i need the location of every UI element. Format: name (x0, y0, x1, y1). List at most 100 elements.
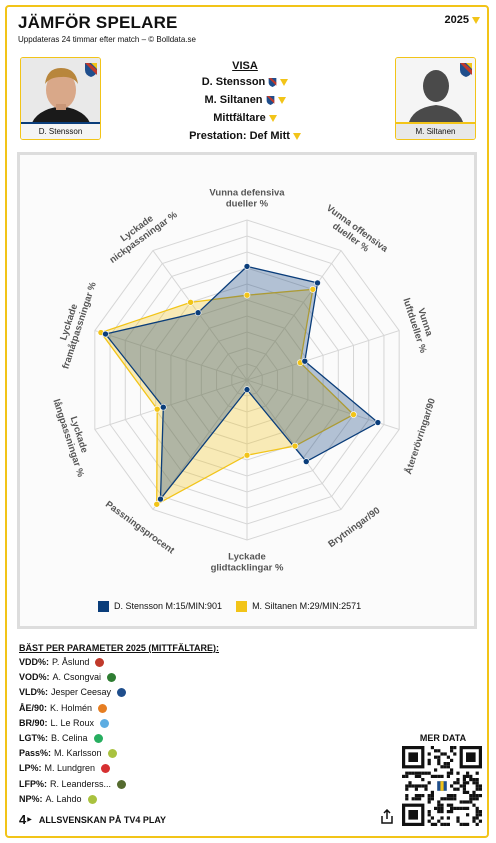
data-point[interactable] (309, 286, 317, 293)
best-row-key: Pass%: (19, 748, 52, 759)
best-row[interactable]: VLD%: Jesper Ceesay (19, 685, 127, 700)
player2-select[interactable]: M. Siltanen (140, 91, 350, 109)
data-point[interactable] (153, 500, 161, 508)
footer-link[interactable]: 4 ▶ ALLSVENSKAN PÅ TV4 PLAY (19, 812, 166, 827)
player2-name: M. Siltanen (396, 122, 475, 139)
club-badge-icon (87, 794, 97, 804)
best-row[interactable]: LFP%: R. Leanderss... (19, 777, 127, 792)
data-point[interactable] (243, 263, 251, 270)
chevron-down-icon (277, 96, 286, 104)
best-row-key: BR/90: (19, 717, 48, 728)
axis-label: Lyckadenickpassningar % (101, 200, 180, 266)
data-point[interactable] (157, 495, 164, 503)
axis-spoke (246, 250, 342, 381)
club-badge-icon (101, 764, 111, 774)
best-row-key: VLD%: (19, 687, 48, 698)
club-badge-icon (98, 703, 108, 713)
best-row-player: B. Celina (51, 732, 88, 743)
player1-name: D. Stensson (21, 122, 100, 139)
best-row-player: R. Leanderss... (50, 778, 112, 789)
axis-label: Vunna offensivadueller % (318, 203, 391, 264)
mer-data-label: MER DATA (419, 733, 467, 743)
club-badge-icon (93, 734, 103, 744)
series-area-1 (104, 265, 380, 502)
best-row[interactable]: Pass%: M. Karlsson (19, 746, 126, 761)
data-point[interactable] (243, 451, 251, 459)
best-row[interactable]: VDD%: P. Åslund (19, 655, 126, 670)
club-shield-icon (460, 63, 472, 77)
share-icon[interactable] (380, 809, 394, 825)
data-point[interactable] (314, 279, 321, 287)
player2-card[interactable]: M. Siltanen (395, 57, 476, 140)
best-row-player: Jesper Ceesay (51, 687, 112, 698)
legend-swatch-player1 (98, 601, 109, 613)
best-row-key: LFP%: (19, 778, 47, 789)
data-point[interactable] (187, 299, 194, 306)
best-row-player: P. Åslund (52, 657, 90, 667)
data-point[interactable] (291, 442, 299, 450)
data-point[interactable] (301, 357, 309, 365)
player2-select-label: M. Siltanen (204, 94, 263, 106)
best-row-player: K. Holmén (50, 702, 93, 713)
best-row-player: A. Csongvai (52, 672, 102, 683)
legend-label-player2: M. Siltanen M:29/MIN:2571 (252, 601, 362, 611)
visa-heading: VISA (232, 60, 258, 72)
data-point[interactable] (243, 386, 251, 393)
legend-item-player2: M. Siltanen M:29/MIN:2571 (236, 601, 362, 613)
play-triangle-icon: ▶ (27, 817, 32, 823)
axis-label: Passningsprocent (103, 499, 177, 557)
axis-label: Lyckade glidtacklingar % (211, 552, 284, 574)
best-row[interactable]: BR/90: L. Le Roux (19, 716, 126, 731)
best-row[interactable]: VOD%: A. Csongvai (19, 670, 126, 685)
best-row-player: L. Le Roux (50, 717, 95, 728)
season-label: 2025 (444, 14, 469, 26)
best-row-key: LGT%: (19, 732, 48, 743)
best-row[interactable]: LP%: M. Lundgren (19, 761, 126, 776)
best-row-key: VOD%: (19, 672, 50, 683)
club-shield-icon (266, 95, 274, 105)
best-row[interactable]: ÅE/90: K. Holmén (19, 701, 126, 716)
legend-label-player1: D. Stensson M:15/MIN:901 (114, 601, 223, 611)
club-badge-icon (100, 718, 110, 728)
axis-spoke (246, 330, 400, 381)
chevron-down-icon (292, 132, 301, 140)
position-select[interactable]: Mittfältare (140, 109, 350, 127)
prestation-select[interactable]: Prestation: Def Mitt (140, 127, 350, 145)
best-row-player: A. Lahdo (45, 793, 82, 804)
data-point[interactable] (102, 330, 109, 338)
player1-card[interactable]: D. Stensson (20, 57, 101, 140)
data-point[interactable] (194, 309, 202, 316)
club-shield-icon (85, 63, 97, 77)
data-point[interactable] (160, 403, 167, 411)
club-badge-icon (117, 779, 127, 789)
data-point[interactable] (243, 291, 251, 299)
data-point[interactable] (153, 405, 161, 413)
radar-chart: Vunna defensiva dueller % Vunna offensivad… (50, 188, 439, 574)
axis-label: Lyckadeframåtpassningar % (50, 277, 99, 371)
best-title: BÄST PER PARAMETER 2025 (MITTFÄLTARE): (19, 643, 220, 653)
qr-code-icon[interactable] (402, 746, 482, 826)
card-frame (5, 5, 489, 838)
footer-text: ALLSVENSKAN PÅ TV4 PLAY (38, 814, 167, 825)
player1-photo (21, 58, 100, 126)
player1-select[interactable]: D. Stensson (140, 73, 350, 91)
club-badge-icon (117, 688, 127, 698)
best-row-player: M. Karlsson (54, 748, 102, 759)
player1-select-label: D. Stensson (201, 76, 266, 88)
data-point[interactable] (302, 458, 310, 465)
club-badge-icon (107, 673, 117, 683)
data-point[interactable] (374, 419, 382, 426)
axis-spoke (94, 330, 248, 381)
season-dropdown[interactable]: 2025 (445, 14, 480, 26)
best-row[interactable]: NP%: A. Lahdo (19, 792, 126, 807)
best-row[interactable]: LGT%: B. Celina (19, 731, 126, 746)
best-row-key: NP%: (19, 793, 43, 804)
chevron-down-icon (280, 78, 289, 86)
radar-chart-panel: Vunna defensiva dueller % Vunna offensivad… (17, 152, 477, 629)
best-row-key: VDD%: (19, 657, 50, 667)
chart-legend: D. Stensson M:15/MIN:901 M. Siltanen M:2… (98, 601, 362, 613)
tv4-logo: 4 (19, 812, 27, 827)
axis-label: Vunnaluftdueller % (400, 293, 439, 355)
best-row-key: ÅE/90: (19, 702, 48, 713)
data-point[interactable] (350, 411, 357, 418)
